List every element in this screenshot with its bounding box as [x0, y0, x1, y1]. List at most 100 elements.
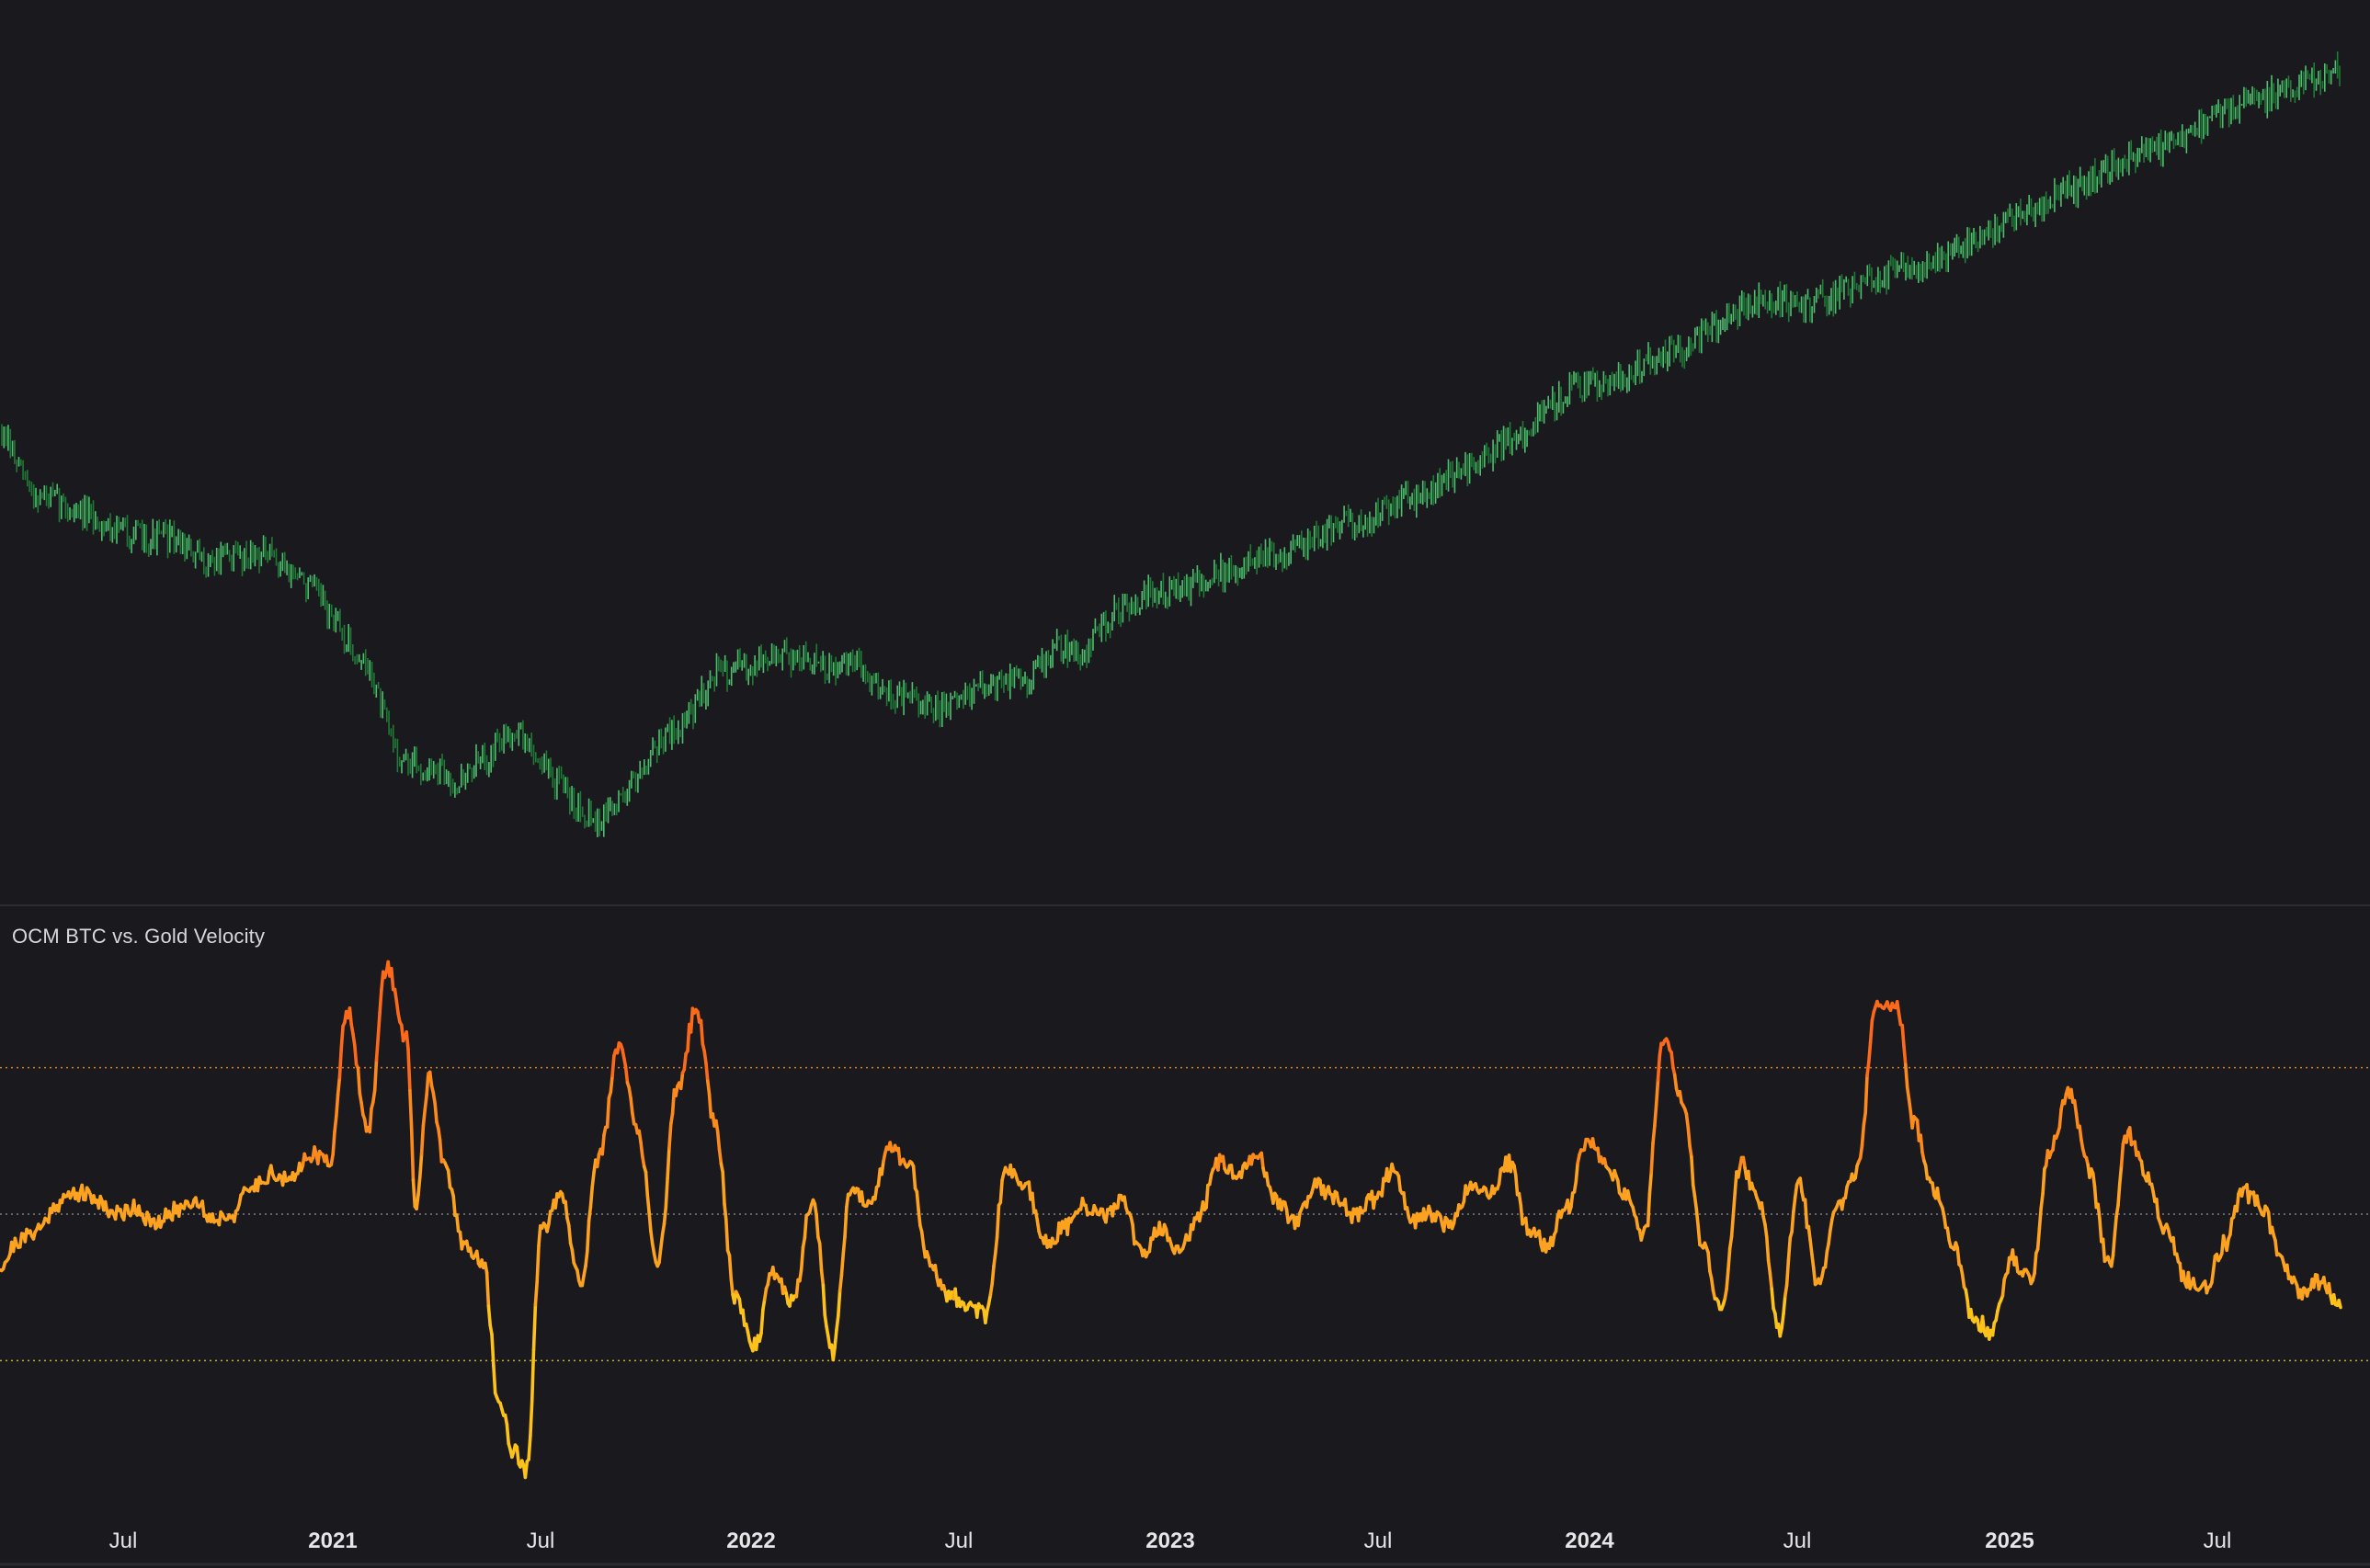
velocity-line-segment [2127, 1126, 2134, 1147]
velocity-line-segment [580, 1274, 586, 1288]
velocity-line-segment [486, 1304, 493, 1327]
velocity-line-segment [2092, 1185, 2099, 1210]
velocity-line-segment [417, 1152, 424, 1179]
velocity-line-segment [1808, 1238, 1814, 1256]
velocity-line-segment [2114, 1203, 2120, 1219]
x-tick-label: Jul [945, 1528, 974, 1553]
velocity-line-segment [378, 988, 383, 1015]
velocity-line-segment [629, 1096, 634, 1115]
velocity-line-segment [1960, 1273, 1966, 1290]
velocity-line-segment [845, 1192, 850, 1209]
velocity-line-segment [595, 1153, 601, 1169]
velocity-line-segment [1658, 1041, 1663, 1058]
velocity-line-segment [667, 1122, 673, 1151]
velocity-line-segment [368, 1107, 373, 1134]
velocity-line-segment [1782, 1294, 1787, 1316]
velocity-line-segment [1905, 1085, 1911, 1101]
velocity-line-segment [657, 1246, 663, 1265]
velocity-line-segment [329, 1153, 336, 1166]
x-tick-label: Jul [109, 1528, 138, 1553]
velocity-line-segment [17, 1232, 24, 1249]
velocity-line-segment [1229, 1164, 1235, 1180]
velocity-line-segment [2337, 1299, 2342, 1310]
velocity-line-segment [1651, 1123, 1657, 1145]
velocity-line-segment [433, 1102, 439, 1124]
velocity-line-segment [1653, 1102, 1658, 1128]
velocity-line-segment [2000, 1278, 2006, 1298]
velocity-line-segment [1239, 1164, 1245, 1179]
velocity-line-segment [1931, 1181, 1936, 1198]
velocity-line-segment [664, 1176, 669, 1210]
velocity-line-segment [1654, 1078, 1660, 1107]
velocity-line-segment [623, 1065, 630, 1085]
velocity-line-segment [1582, 1137, 1588, 1152]
velocity-line-segment [1980, 1314, 1987, 1334]
velocity-line-segment [1649, 1142, 1655, 1175]
velocity-line-segment [2111, 1233, 2117, 1257]
velocity-line-segment [1035, 1218, 1041, 1233]
velocity-line-segment [1810, 1252, 1816, 1269]
velocity-line-segment [1519, 1203, 1524, 1226]
velocity-line-segment [1766, 1258, 1772, 1276]
velocity-line-segment [2225, 1237, 2230, 1253]
velocity-line-segment [1554, 1214, 1560, 1233]
velocity-line-segment [639, 1140, 644, 1158]
velocity-line-segment [759, 1308, 765, 1335]
velocity-line-segment [1551, 1233, 1556, 1247]
velocity-line-segment [1811, 1266, 1817, 1287]
velocity-line-segment [1827, 1228, 1832, 1245]
velocity-line-segment [2139, 1159, 2146, 1176]
velocity-line-segment [915, 1189, 920, 1212]
velocity-line-segment [1678, 1089, 1683, 1105]
velocity-line-segment [409, 1127, 416, 1182]
velocity-line-segment [714, 1119, 720, 1134]
velocity-line-segment [1865, 1060, 1871, 1077]
velocity-line-segment [1902, 1044, 1908, 1067]
velocity-line-segment [1867, 1040, 1873, 1064]
velocity-line-segment [438, 1138, 444, 1164]
velocity-line-segment [799, 1245, 805, 1271]
velocity-line-segment [529, 1399, 534, 1437]
velocity-line-segment [833, 1328, 838, 1349]
velocity-line-segment [1798, 1176, 1804, 1194]
velocity-line-segment [436, 1127, 442, 1142]
velocity-line-segment [1104, 1208, 1110, 1224]
velocity-line-segment [1760, 1201, 1765, 1219]
velocity-line-segment [575, 1268, 581, 1282]
velocity-line-segment [527, 1434, 532, 1461]
velocity-line-segment [1684, 1112, 1691, 1130]
velocity-line-segment [484, 1271, 491, 1308]
velocity-line-segment [2037, 1206, 2043, 1231]
velocity-line-segment [1574, 1162, 1579, 1184]
velocity-line-segment [662, 1205, 668, 1226]
velocity-line-segment [1709, 1277, 1715, 1292]
velocity-line-segment [584, 1249, 589, 1268]
x-tick-label: Jul [1783, 1528, 1812, 1553]
velocity-line-segment [566, 1223, 573, 1245]
velocity-line-segment [2146, 1171, 2152, 1186]
velocity-line-segment [1741, 1155, 1747, 1170]
velocity-line-segment [1305, 1195, 1310, 1210]
velocity-line-segment [1793, 1183, 1799, 1199]
velocity-line-segment [1964, 1288, 1969, 1303]
velocity-line-segment [1823, 1250, 1829, 1269]
velocity-line-segment [990, 1264, 996, 1286]
velocity-line-segment [2091, 1171, 2097, 1188]
velocity-line-segment [1402, 1191, 1407, 1210]
velocity-pane [0, 960, 2370, 1480]
velocity-line-segment [490, 1332, 496, 1368]
velocity-line-segment [1696, 1224, 1702, 1247]
velocity-line-segment [1686, 1126, 1692, 1148]
velocity-line-segment [389, 967, 395, 992]
velocity-line-segment [2273, 1238, 2279, 1257]
velocity-line-segment [831, 1346, 837, 1362]
velocity-line-segment [729, 1278, 735, 1297]
velocity-line-segment [837, 1273, 844, 1293]
velocity-line-segment [1969, 1307, 1975, 1322]
velocity-line-segment [1786, 1235, 1793, 1263]
velocity-line-segment [2035, 1226, 2042, 1251]
velocity-line-segment [2057, 1108, 2063, 1130]
velocity-line-segment [1990, 1321, 1997, 1337]
velocity-line-segment [2116, 1181, 2122, 1208]
